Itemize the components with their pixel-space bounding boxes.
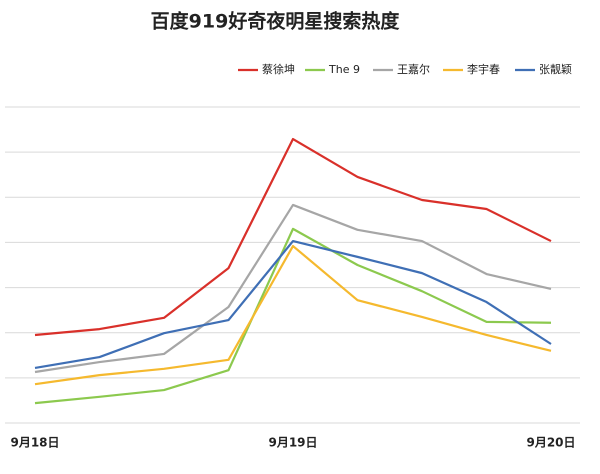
x-tick-label: 9月18日 <box>10 436 59 450</box>
legend-label: 李宇春 <box>467 62 500 76</box>
series-line <box>34 239 552 370</box>
x-tick-label: 9月20日 <box>526 436 575 450</box>
series-line <box>34 137 552 337</box>
x-tick-label: 9月19日 <box>268 436 317 450</box>
legend-label: 蔡徐坤 <box>262 62 295 76</box>
series-line <box>34 244 552 386</box>
legend-label: 王嘉尔 <box>397 62 430 76</box>
legend-label: 张靓颖 <box>539 62 572 76</box>
chart-title: 百度919好奇夜明星搜索热度 <box>151 10 401 33</box>
series-line <box>34 203 552 374</box>
legend-label: The 9 <box>328 63 360 76</box>
series-line <box>34 227 552 405</box>
